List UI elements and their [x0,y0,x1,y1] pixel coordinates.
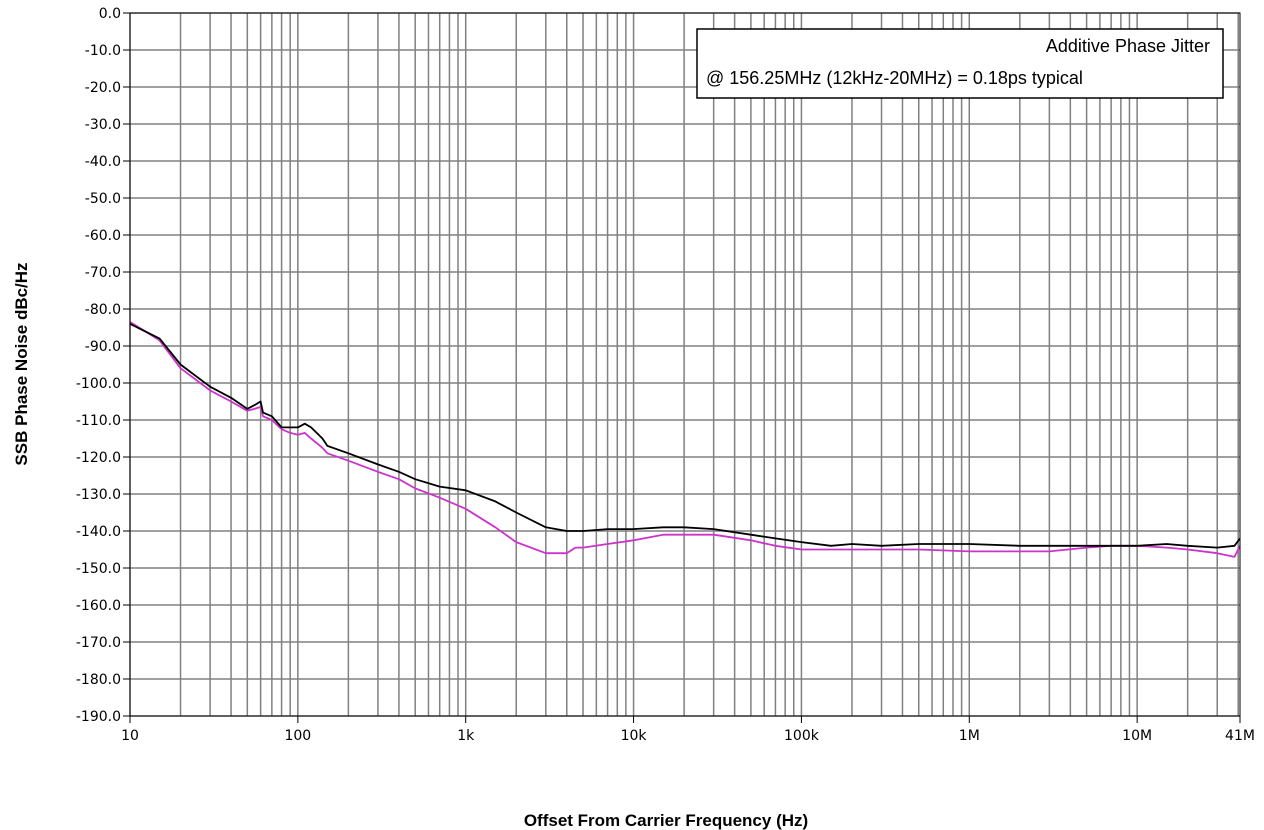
y-tick-label: -30.0 [85,117,121,133]
y-tick-label: 0.0 [99,6,121,22]
x-tick-label: 1M [959,728,980,744]
x-axis-ticks: 10 100 1k 10k 100k 1M 10M 41M [121,716,1255,744]
y-tick-label: -140.0 [76,524,121,540]
series-line-magenta [129,321,1241,558]
y-tick-label: -180.0 [76,672,121,688]
series-line-black [129,322,1241,549]
series-group [129,321,1241,558]
x-axis-title: Offset From Carrier Frequency (Hz) [524,811,808,830]
x-tick-label: 41M [1225,728,1255,744]
x-tick-label: 1k [457,728,475,744]
x-tick-label: 10 [121,728,139,744]
y-tick-label: -190.0 [76,709,121,725]
y-tick-label: -130.0 [76,487,121,503]
y-tick-label: -100.0 [76,376,121,392]
y-tick-label: -40.0 [85,154,121,170]
annotation-line-2: @ 156.25MHz (12kHz-20MHz) = 0.18ps typic… [706,68,1083,88]
grid [129,12,1240,717]
y-tick-label: -10.0 [85,43,121,59]
y-tick-label: -60.0 [85,228,121,244]
annotation-box: Additive Phase Jitter @ 156.25MHz (12kHz… [696,28,1224,99]
y-tick-label: -160.0 [76,598,121,614]
plot-area [130,13,1240,716]
annotation-frame [696,28,1224,99]
y-tick-label: -80.0 [85,302,121,318]
y-axis-ticks: 0.0 -10.0 -20.0 -30.0 -40.0 -50.0 -60.0 -70.0 -8… [76,6,130,725]
y-tick-label: -20.0 [85,80,121,96]
y-axis-title: SSB Phase Noise dBc/Hz [12,262,31,465]
plot-frame [129,12,1241,717]
x-tick-label: 100 [284,728,311,744]
y-tick-label: -170.0 [76,635,121,651]
annotation-line-1: Additive Phase Jitter [1046,36,1210,56]
y-tick-label: -120.0 [76,450,121,466]
y-tick-label: -70.0 [85,265,121,281]
x-tick-label: 10k [621,728,648,744]
y-tick-label: -150.0 [76,561,121,577]
x-tick-label: 10M [1122,728,1152,744]
y-tick-label: -50.0 [85,191,121,207]
y-tick-label: -110.0 [76,413,121,429]
y-tick-label: -90.0 [85,339,121,355]
x-tick-label: 100k [784,728,820,744]
